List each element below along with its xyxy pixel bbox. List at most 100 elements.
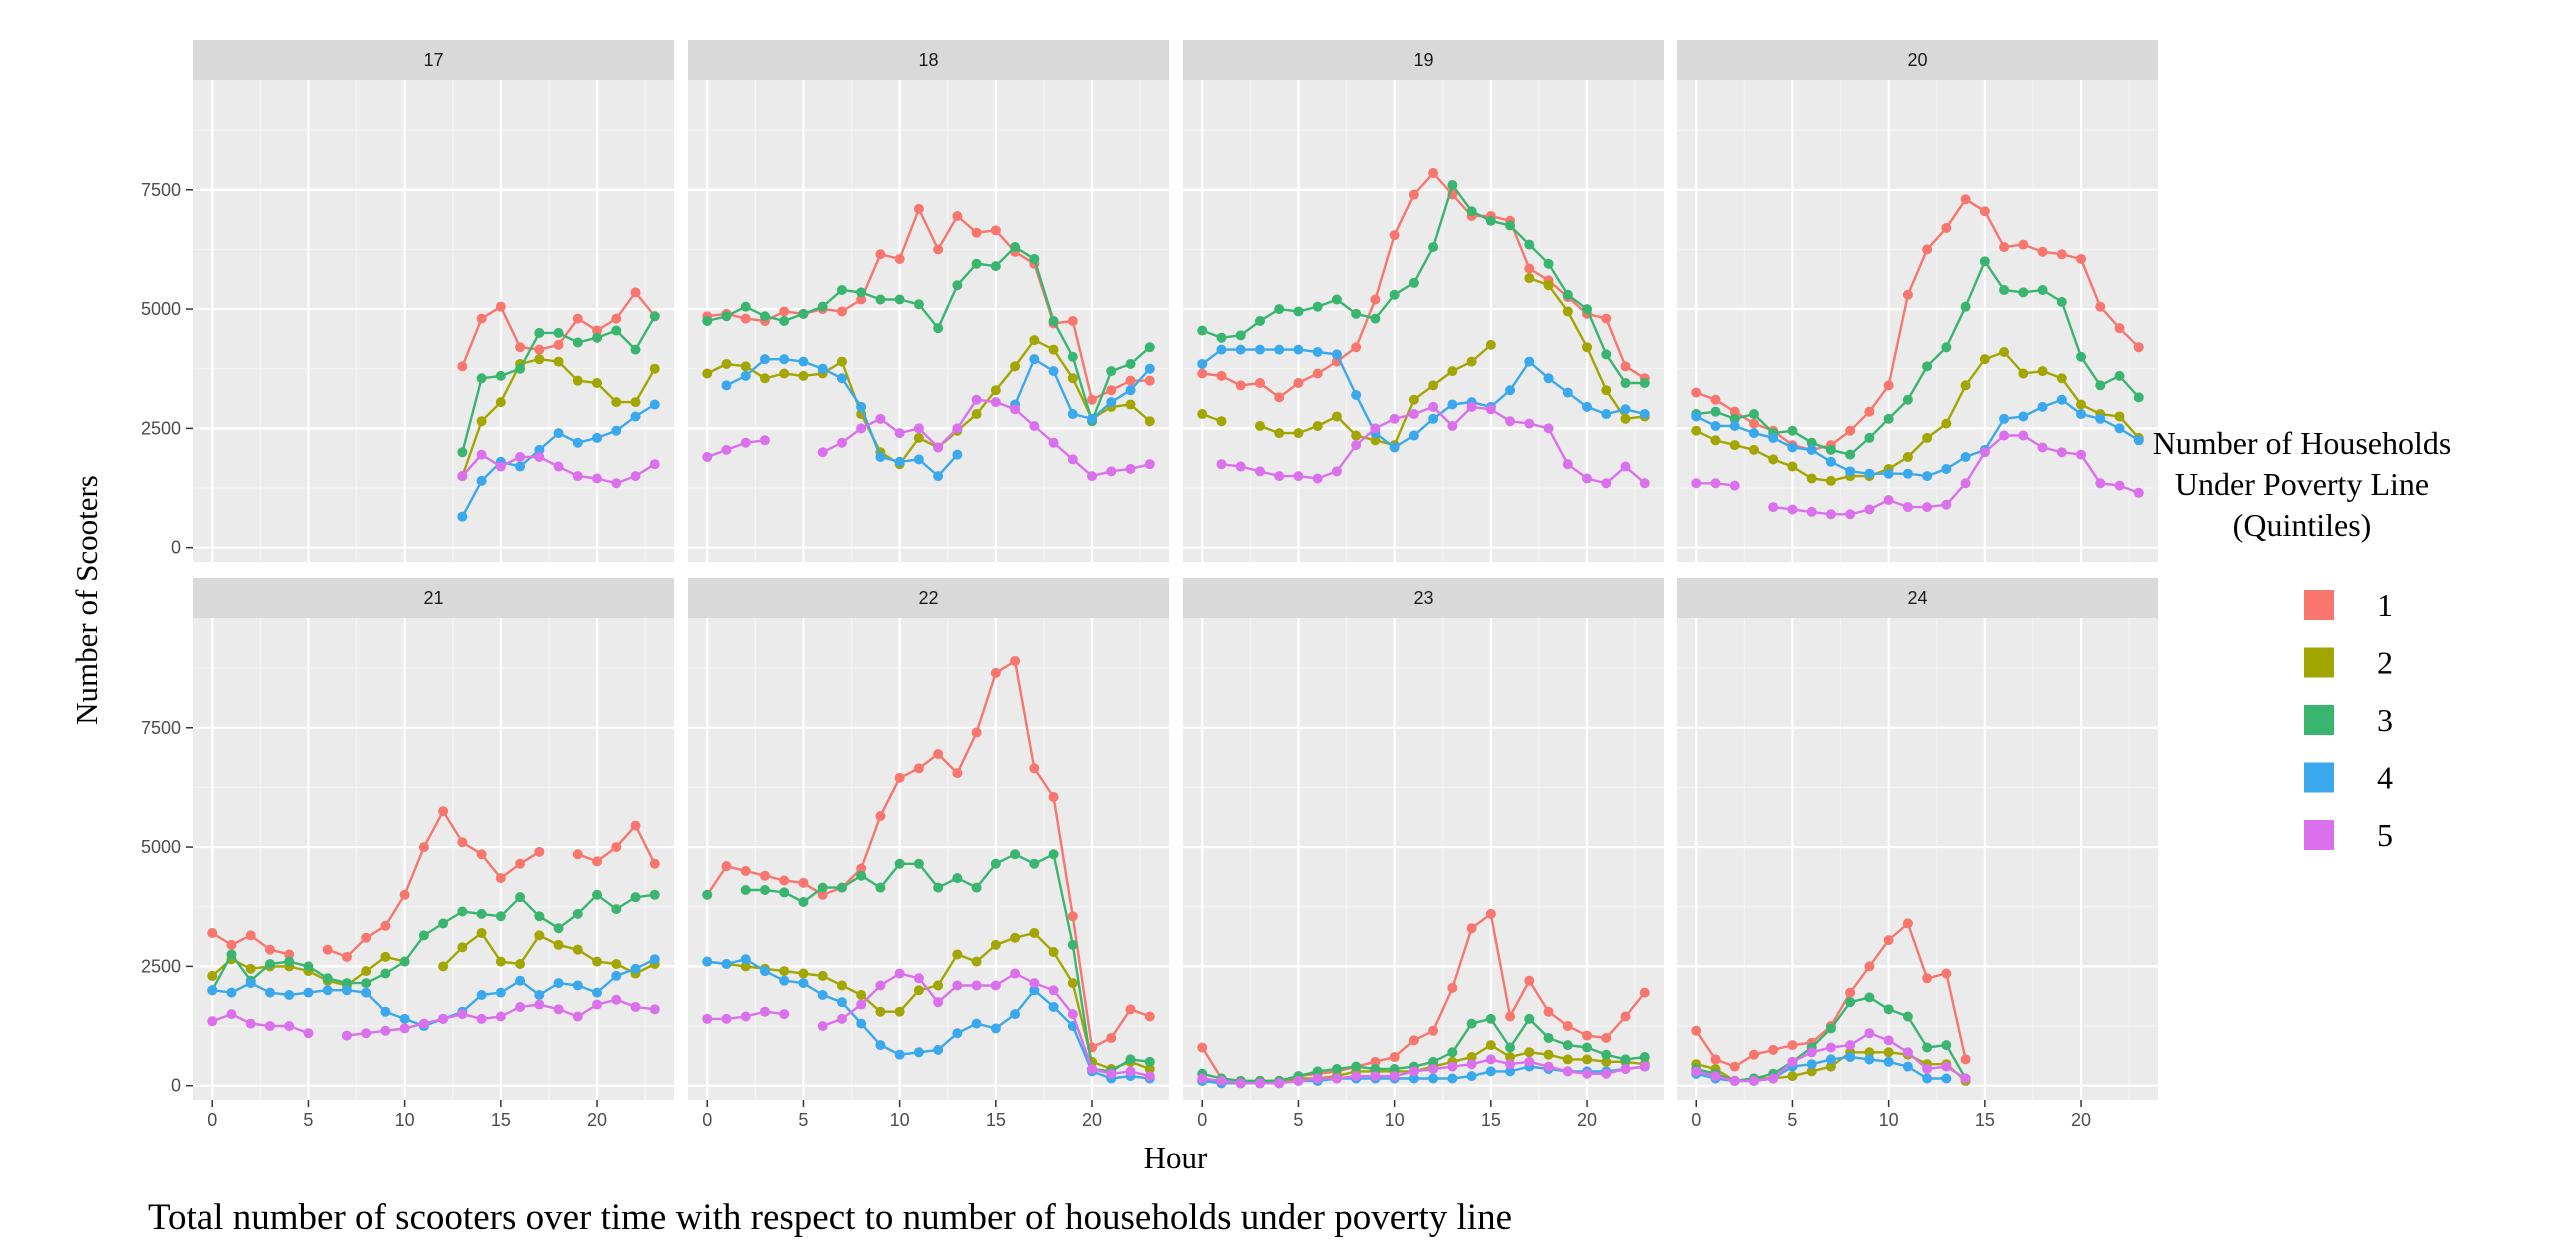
data-point-quintile-4 <box>875 452 886 463</box>
data-point-quintile-1 <box>1960 194 1971 205</box>
panel-background <box>1677 618 2158 1100</box>
data-point-quintile-1 <box>1902 289 1913 300</box>
data-point-quintile-4 <box>1087 413 1098 424</box>
data-point-quintile-2 <box>1562 1054 1573 1065</box>
data-point-quintile-1 <box>1087 394 1098 405</box>
data-point-quintile-3 <box>1351 308 1362 319</box>
data-point-quintile-3 <box>1710 406 1721 417</box>
data-point-quintile-5 <box>2076 449 2087 460</box>
data-point-quintile-5 <box>1235 1078 1246 1089</box>
data-point-quintile-5 <box>1562 1066 1573 1077</box>
data-point-quintile-4 <box>245 978 256 989</box>
data-point-quintile-1 <box>1408 1035 1419 1046</box>
data-point-quintile-4 <box>303 987 314 998</box>
data-point-quintile-5 <box>1408 409 1419 420</box>
data-point-quintile-5 <box>380 1025 391 1036</box>
data-point-quintile-4 <box>1010 1009 1021 1020</box>
data-point-quintile-3 <box>630 892 641 903</box>
data-point-quintile-4 <box>1864 468 1875 479</box>
data-point-quintile-2 <box>1960 380 1971 391</box>
data-point-quintile-1 <box>1370 294 1381 305</box>
data-point-quintile-5 <box>856 423 867 434</box>
data-point-quintile-1 <box>1845 987 1856 998</box>
data-point-quintile-4 <box>284 990 295 1001</box>
data-point-quintile-3 <box>702 889 713 900</box>
data-point-quintile-2 <box>592 378 603 389</box>
data-point-quintile-3 <box>913 299 924 310</box>
data-point-quintile-5 <box>1389 1071 1400 1082</box>
data-point-quintile-5 <box>1029 420 1040 431</box>
data-point-quintile-5 <box>1370 1071 1381 1082</box>
data-point-quintile-2 <box>1883 1047 1894 1058</box>
data-point-quintile-2 <box>913 432 924 443</box>
data-point-quintile-1 <box>1960 1054 1971 1065</box>
data-point-quintile-3 <box>1582 1042 1593 1053</box>
data-point-quintile-1 <box>817 889 828 900</box>
data-point-quintile-2 <box>2076 399 2087 410</box>
x-tick-label: 10 <box>395 1110 415 1130</box>
data-point-quintile-3 <box>1825 444 1836 455</box>
data-point-quintile-4 <box>649 399 660 410</box>
data-point-quintile-1 <box>2037 246 2048 257</box>
data-point-quintile-5 <box>875 980 886 991</box>
facet-strip <box>688 578 1169 618</box>
data-point-quintile-3 <box>457 906 468 917</box>
data-point-quintile-4 <box>2076 409 2087 420</box>
data-point-quintile-3 <box>1787 425 1798 436</box>
data-point-quintile-1 <box>913 763 924 774</box>
data-point-quintile-3 <box>1331 294 1342 305</box>
data-point-quintile-5 <box>1312 1073 1323 1084</box>
data-point-quintile-2 <box>1312 420 1323 431</box>
data-point-quintile-2 <box>952 949 963 960</box>
data-point-quintile-5 <box>1312 473 1323 484</box>
data-point-quintile-3 <box>1389 1063 1400 1074</box>
data-point-quintile-1 <box>380 920 391 931</box>
facet-strip-label: 24 <box>1907 588 1927 608</box>
data-point-quintile-4 <box>1048 366 1059 377</box>
data-point-quintile-2 <box>1067 373 1078 384</box>
data-point-quintile-5 <box>1691 1066 1702 1077</box>
data-point-quintile-3 <box>1562 289 1573 300</box>
legend-title: Under Poverty Line <box>2175 466 2429 502</box>
data-point-quintile-4 <box>2018 411 2029 422</box>
data-point-quintile-5 <box>1254 466 1265 477</box>
data-point-quintile-4 <box>721 380 732 391</box>
data-point-quintile-4 <box>1845 466 1856 477</box>
legend-title: Number of Households <box>2153 425 2452 461</box>
data-point-quintile-3 <box>1524 239 1535 250</box>
data-point-quintile-5 <box>1601 478 1612 489</box>
data-point-quintile-1 <box>990 225 1001 236</box>
data-point-quintile-1 <box>1768 1044 1779 1055</box>
data-point-quintile-1 <box>1883 380 1894 391</box>
data-point-quintile-1 <box>952 211 963 222</box>
data-point-quintile-1 <box>1408 189 1419 200</box>
data-point-quintile-4 <box>2114 423 2125 434</box>
data-point-quintile-2 <box>1941 418 1952 429</box>
data-point-quintile-1 <box>592 325 603 336</box>
data-point-quintile-2 <box>1274 428 1285 439</box>
data-point-quintile-3 <box>1582 304 1593 315</box>
series-line-quintile-3 <box>745 853 1150 1073</box>
data-point-quintile-1 <box>2133 342 2144 353</box>
data-point-quintile-1 <box>1902 918 1913 929</box>
data-point-quintile-3 <box>1864 992 1875 1003</box>
data-point-quintile-1 <box>971 227 982 238</box>
data-point-quintile-3 <box>2037 284 2048 295</box>
data-point-quintile-2 <box>534 930 545 941</box>
data-point-quintile-5 <box>1293 1075 1304 1086</box>
data-point-quintile-2 <box>721 358 732 369</box>
data-point-quintile-5 <box>630 1001 641 1012</box>
data-point-quintile-3 <box>990 858 1001 869</box>
data-point-quintile-4 <box>1825 1054 1836 1065</box>
data-point-quintile-3 <box>1639 1052 1650 1063</box>
data-point-quintile-4 <box>856 1018 867 1029</box>
data-point-quintile-1 <box>1216 370 1227 381</box>
data-point-quintile-3 <box>913 858 924 869</box>
data-point-quintile-4 <box>572 437 583 448</box>
data-point-quintile-3 <box>817 882 828 893</box>
data-point-quintile-1 <box>740 313 751 324</box>
data-point-quintile-3 <box>1999 284 2010 295</box>
data-point-quintile-2 <box>1144 416 1155 427</box>
data-point-quintile-1 <box>1428 168 1439 179</box>
data-point-quintile-5 <box>740 437 751 448</box>
